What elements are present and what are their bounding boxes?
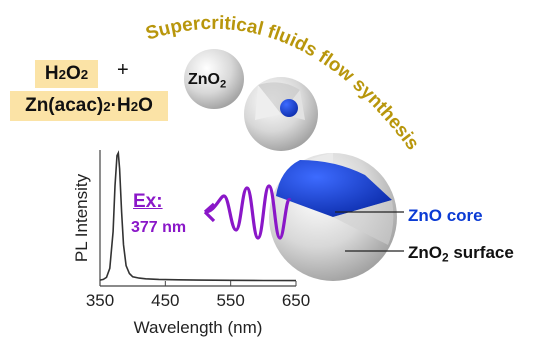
- zno2-base: ZnO: [188, 71, 220, 88]
- h2o2-o: O: [65, 63, 81, 84]
- zn-end: O: [138, 95, 153, 116]
- spectrum-series-line: [99, 150, 297, 282]
- zno2-particle-label: ZnO2: [188, 71, 226, 90]
- h2o2-h: H: [44, 63, 59, 84]
- zn-prefix: Zn(acac): [25, 95, 104, 116]
- x-tick-label: 550: [216, 291, 244, 310]
- zno2-sub: 2: [220, 78, 227, 91]
- surface-base: ZnO: [408, 243, 442, 262]
- zno-core-label: ZnO core: [408, 206, 483, 225]
- zno-core-large: [276, 160, 392, 217]
- zno-core-medium: [280, 99, 298, 117]
- x-axis-label: Wavelength (nm): [134, 318, 263, 337]
- core-shell-particle: [269, 153, 397, 281]
- pl-spectrum-chart: 350 450 550 650 Wavelength (nm) PL Intensit…: [72, 150, 310, 337]
- reagent-zinc-acetylacetonate: Zn(acac) 2 ·H 2 O: [10, 91, 168, 121]
- surface-sub: 2: [442, 250, 449, 265]
- excitation-label: Ex:: [133, 191, 163, 212]
- y-axis-label: PL Intensity: [72, 173, 91, 262]
- zno2-surface-label: ZnO2 surface: [408, 243, 514, 265]
- surface-rest: surface: [448, 243, 514, 262]
- x-tick-label: 650: [282, 291, 310, 310]
- x-tick-label: 350: [86, 291, 114, 310]
- plus-sign: +: [117, 59, 129, 81]
- h2o2-sub2: 2: [80, 66, 89, 82]
- x-tick-label: 450: [151, 291, 179, 310]
- zn-suffix: ·H: [110, 95, 131, 116]
- zn-sub1: 2: [103, 98, 111, 114]
- excitation-wavelength: 377 nm: [131, 219, 187, 236]
- zn-sub2: 2: [130, 98, 139, 114]
- zno2-particle-medium: [244, 77, 318, 151]
- h2o2-sub1: 2: [58, 66, 66, 82]
- excitation-wave: [203, 184, 292, 240]
- zno2-particle-small: [184, 49, 244, 109]
